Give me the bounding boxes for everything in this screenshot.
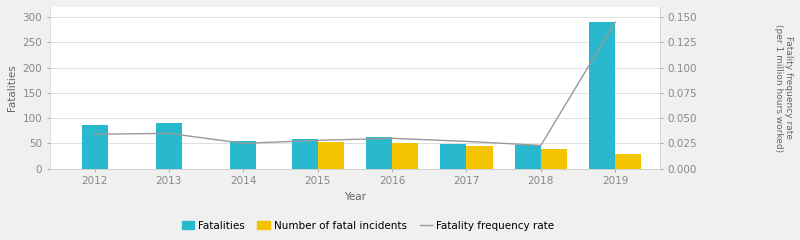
Bar	[318, 142, 344, 169]
Bar	[292, 139, 318, 169]
Bar	[441, 144, 466, 169]
Legend: Fatalities, Number of fatal incidents, Fatality frequency rate: Fatalities, Number of fatal incidents, F…	[178, 216, 558, 235]
Bar	[156, 123, 182, 169]
Bar	[230, 141, 256, 169]
Bar	[515, 145, 541, 169]
Bar	[615, 154, 642, 169]
Bar	[392, 143, 418, 169]
Bar	[541, 150, 567, 169]
Bar	[466, 146, 493, 169]
Bar	[366, 137, 392, 169]
Y-axis label: Fatality frequency rate
(per 1 million hours worked): Fatality frequency rate (per 1 million h…	[774, 24, 793, 152]
X-axis label: Year: Year	[344, 192, 366, 202]
Y-axis label: Fatalities: Fatalities	[7, 64, 17, 111]
Bar	[82, 125, 107, 169]
Bar	[590, 22, 615, 169]
